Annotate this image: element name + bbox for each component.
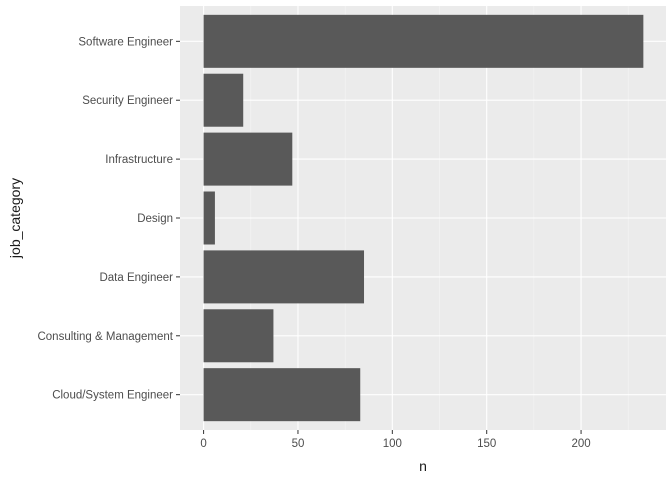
bar — [203, 250, 365, 304]
y-tick-label: Security Engineer — [82, 95, 173, 107]
bar — [203, 309, 274, 363]
y-tick-label: Consulting & Management — [37, 331, 173, 343]
y-tick-label: Software Engineer — [78, 36, 173, 48]
x-axis: 0 50 100 150 200 — [200, 430, 591, 450]
x-tick-label: 150 — [477, 438, 496, 450]
bar — [203, 368, 361, 422]
bar — [203, 73, 244, 127]
y-tick-label: Data Engineer — [99, 272, 173, 284]
x-axis-title: n — [419, 458, 427, 474]
bar — [203, 14, 644, 68]
x-tick-label: 50 — [292, 438, 305, 450]
y-tick-label: Cloud/System Engineer — [52, 390, 173, 402]
y-axis: Software Engineer Security Engineer Infras… — [37, 36, 180, 402]
y-tick-label: Infrastructure — [105, 154, 173, 166]
y-tick-label: Design — [137, 213, 173, 225]
bars — [203, 14, 644, 422]
x-tick-label: 200 — [571, 438, 590, 450]
x-tick-label: 100 — [383, 438, 402, 450]
x-tick-label: 0 — [200, 438, 206, 450]
bar — [203, 132, 293, 186]
y-axis-title: job_category — [7, 178, 23, 259]
bar — [203, 191, 215, 245]
